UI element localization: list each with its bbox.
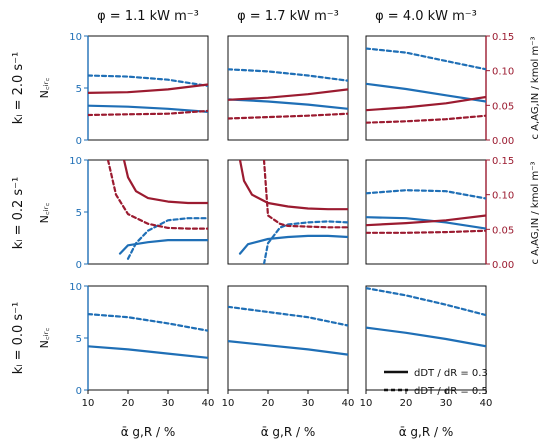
legend-dashed-label: dDT / dR = 0.5 — [414, 386, 488, 397]
panel-r2-c2: 10 20 30 40 — [360, 285, 493, 409]
x-title-2: ᾱ g,R / % — [261, 425, 316, 439]
series-left-dashed-line — [366, 287, 486, 317]
x-tick-label: 20 — [122, 398, 135, 409]
panel-frame — [227, 159, 349, 265]
y-right-tick-label: 0.05 — [492, 101, 514, 112]
series-left-dashed-line — [228, 68, 348, 82]
series-left-dashed-line — [88, 74, 208, 88]
row-title-3: kₗ = 0.0 s⁻¹ — [11, 302, 26, 375]
y-right-tick-label: 0.10 — [492, 191, 514, 202]
y-left-tick-label: 10 — [69, 156, 82, 167]
series-left-solid-line — [88, 345, 208, 359]
series-right-solid-line — [366, 95, 486, 112]
y-right-tick-label: 0.05 — [492, 225, 514, 236]
column-title-3: φ = 4.0 kW m⁻³ — [375, 9, 477, 24]
series-left-dashed-line — [366, 47, 486, 71]
panel-r2-c0: 0 5 10 10 20 30 40 — [69, 282, 214, 409]
series-right-dashed-line — [262, 160, 348, 229]
series-right-dashed-line — [366, 229, 486, 234]
series-right-solid-line — [88, 83, 208, 95]
series-right-dashed-line — [366, 114, 486, 124]
panel-r0-c0: 0 5 10 — [69, 32, 209, 147]
x-tick-label: 40 — [480, 398, 493, 409]
series-right-solid-line — [228, 88, 348, 101]
panel-frame — [87, 285, 209, 391]
y-left-title-1: N꜀ᵢᵣ꜀ — [38, 77, 51, 98]
series-left-dashed-line — [228, 305, 348, 327]
panel-r0-c2: 0.00 0.05 0.10 0.15 — [365, 32, 514, 147]
panel-frame — [227, 285, 349, 391]
row-title-2: kₗ = 0.2 s⁻¹ — [11, 177, 26, 250]
y-left-tick-label: 0 — [76, 136, 82, 147]
x-tick-label: 10 — [360, 398, 373, 409]
series-left-dashed-line — [366, 189, 486, 200]
y-left-tick-label: 5 — [76, 334, 82, 345]
series-right-dashed-line — [228, 112, 348, 120]
series-left-dashed-line — [126, 217, 208, 260]
x-title-1: ᾱ g,R / % — [121, 425, 176, 439]
series-left-solid-line — [366, 216, 486, 230]
series-left-solid-line — [228, 340, 348, 356]
x-tick-label: 20 — [400, 398, 413, 409]
y-left-tick-label: 5 — [76, 208, 82, 219]
y-left-tick-label: 0 — [76, 386, 82, 397]
x-title-3: ᾱ g,R / % — [399, 425, 454, 439]
x-tick-label: 30 — [440, 398, 453, 409]
legend: dDT / dR = 0.3 dDT / dR = 0.5 — [384, 368, 488, 397]
x-tick-label: 40 — [342, 398, 355, 409]
y-left-tick-label: 10 — [69, 32, 82, 43]
column-title-2: φ = 1.7 kW m⁻³ — [237, 9, 339, 24]
panels: 0 5 10 0.00 0.05 0.10 0.15 0 5 10 0.00 0.05 0.10 0.15… — [69, 32, 514, 409]
y-right-tick-label: 0.15 — [492, 156, 514, 167]
series-left-solid-line — [118, 239, 208, 255]
series-right-solid-line — [122, 160, 208, 205]
x-tick-label: 40 — [202, 398, 215, 409]
panel-r0-c1 — [227, 35, 349, 141]
x-tick-label: 20 — [262, 398, 275, 409]
y-right-tick-label: 0.10 — [492, 67, 514, 78]
y-left-tick-label: 5 — [76, 84, 82, 95]
series-left-solid-line — [366, 82, 486, 103]
x-tick-label: 30 — [302, 398, 315, 409]
panel-frame — [87, 159, 209, 265]
y-right-tick-label: 0.15 — [492, 32, 514, 43]
series-left-dashed-line — [262, 220, 348, 264]
series-right-solid-line — [238, 160, 348, 211]
panel-frame — [365, 35, 487, 141]
panel-frame — [365, 285, 487, 391]
series-right-solid-line — [366, 214, 486, 227]
y-right-tick-label: 0.00 — [492, 136, 514, 147]
series-left-solid-line — [366, 326, 486, 348]
y-right-title-1: c A,AG,IN / kmol m⁻³ — [530, 36, 541, 139]
y-left-title-3: N꜀ᵢᵣ꜀ — [38, 327, 51, 348]
y-left-tick-label: 10 — [69, 282, 82, 293]
y-left-tick-label: 0 — [76, 260, 82, 271]
panel-frame — [365, 159, 487, 265]
y-left-title-2: N꜀ᵢᵣ꜀ — [38, 202, 51, 223]
panel-frame — [227, 35, 349, 141]
panel-frame — [87, 35, 209, 141]
legend-solid-label: dDT / dR = 0.3 — [414, 368, 488, 379]
y-right-title-2: c A,AG,IN / kmol m⁻³ — [530, 161, 541, 264]
x-tick-label: 10 — [222, 398, 235, 409]
x-tick-label: 10 — [82, 398, 95, 409]
series-left-solid-line — [88, 104, 208, 114]
series-left-dashed-line — [88, 313, 208, 332]
series-left-solid-line — [238, 234, 348, 255]
series-left-solid-line — [228, 98, 348, 110]
row-title-1: kₗ = 2.0 s⁻¹ — [11, 52, 26, 125]
panel-r1-c2: 0.00 0.05 0.10 0.15 — [365, 156, 514, 271]
panel-r1-c0: 0 5 10 — [69, 156, 209, 271]
series-right-dashed-line — [88, 109, 208, 117]
x-tick-label: 30 — [162, 398, 175, 409]
y-right-tick-label: 0.00 — [492, 260, 514, 271]
panel-r2-c1: 10 20 30 40 — [222, 285, 355, 409]
panel-r1-c1 — [227, 159, 349, 265]
series-right-dashed-line — [106, 160, 208, 230]
column-title-1: φ = 1.1 kW m⁻³ — [97, 9, 199, 24]
